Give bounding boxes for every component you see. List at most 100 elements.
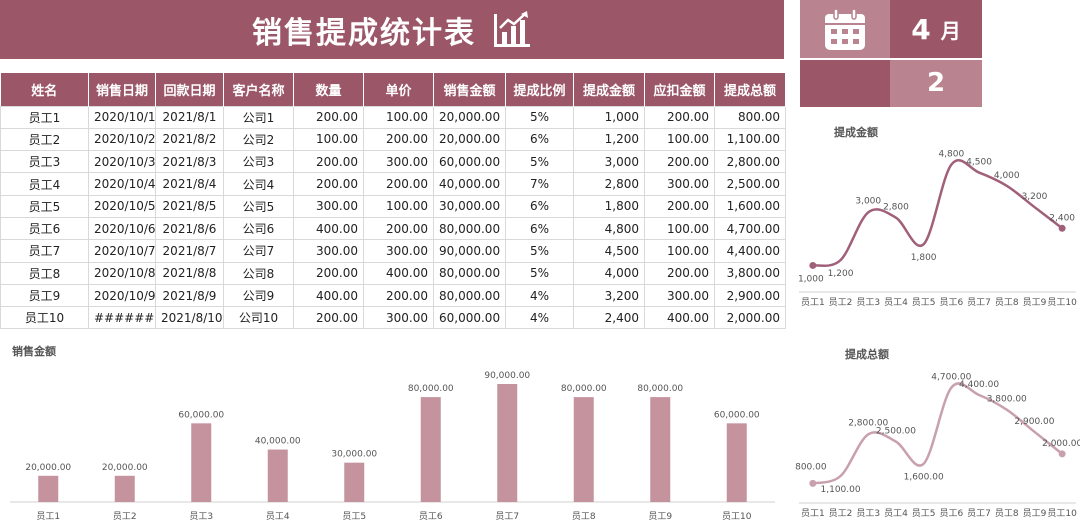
table-cell[interactable]: 2021/8/2	[155, 127, 224, 152]
table-cell[interactable]: 300.00	[363, 306, 434, 330]
column-header[interactable]: 提成总额	[714, 73, 786, 106]
table-cell[interactable]: 200.00	[293, 105, 364, 129]
table-cell[interactable]: 公司6	[223, 216, 294, 241]
table-cell[interactable]: 5%	[505, 105, 574, 129]
table-cell[interactable]: 2021/8/9	[155, 283, 224, 308]
table-cell[interactable]: 200.00	[293, 306, 364, 330]
table-row[interactable]: 员工5 2020/10/5 2021/8/5 公司5 300.00 100.00 30,00…	[0, 194, 786, 218]
table-cell[interactable]: 6%	[505, 194, 574, 218]
table-cell[interactable]: 2,800	[573, 172, 645, 196]
table-cell[interactable]: 员工9	[0, 283, 89, 308]
table-cell[interactable]: 公司7	[223, 239, 294, 263]
table-cell[interactable]: 公司8	[223, 261, 294, 285]
table-cell[interactable]: 200.00	[644, 194, 715, 218]
table-cell[interactable]: 200.00	[363, 172, 434, 196]
table-cell[interactable]: 4,800	[573, 216, 645, 241]
table-cell[interactable]: 20,000.00	[433, 127, 506, 152]
table-cell[interactable]: 20,000.00	[433, 105, 506, 129]
column-header[interactable]: 客户名称	[223, 73, 294, 106]
table-cell[interactable]: 员工8	[0, 261, 89, 285]
table-cell[interactable]: 2,800.00	[714, 150, 786, 174]
table-cell[interactable]: 公司2	[223, 127, 294, 152]
table-cell[interactable]: 6%	[505, 216, 574, 241]
table-cell[interactable]: 100.00	[293, 127, 364, 152]
table-cell[interactable]: 2020/10/1	[88, 105, 156, 129]
table-cell[interactable]: 1,800	[573, 194, 645, 218]
table-row[interactable]: 员工10########2021/8/10公司10200.00300.0060,…	[0, 306, 786, 330]
table-cell[interactable]: 员工6	[0, 216, 89, 241]
table-cell[interactable]: 公司3	[223, 150, 294, 174]
table-cell[interactable]: 200.00	[293, 172, 364, 196]
table-cell[interactable]: 60,000.00	[433, 306, 506, 330]
table-cell[interactable]: 1,600.00	[714, 194, 786, 218]
table-row[interactable]: 员工2 2020/10/2 2021/8/2 公司2 100.00 200.00 20,00…	[0, 127, 786, 152]
table-cell[interactable]: 2021/8/6	[155, 216, 224, 241]
table-cell[interactable]: 公司1	[223, 105, 294, 129]
table-cell[interactable]: 5%	[505, 150, 574, 174]
table-cell[interactable]: 100.00	[644, 239, 715, 263]
table-cell[interactable]: 1,100.00	[714, 127, 786, 152]
table-row[interactable]: 员工8 2020/10/8 2021/8/8 公司8 200.00 400.00 80,00…	[0, 261, 786, 285]
table-cell[interactable]: 公司4	[223, 172, 294, 196]
table-cell[interactable]: 200.00	[644, 105, 715, 129]
table-cell[interactable]: 员工4	[0, 172, 89, 196]
column-header[interactable]: 销售日期	[88, 73, 156, 106]
table-cell[interactable]: 80,000.00	[433, 283, 506, 308]
table-row[interactable]: 员工1 2020/10/1 2021/8/1 公司1 200.00 100.00 20,00…	[0, 105, 786, 129]
table-cell[interactable]: 2021/8/3	[155, 150, 224, 174]
table-cell[interactable]: 200.00	[644, 150, 715, 174]
table-cell[interactable]: 2,400	[573, 306, 645, 330]
table-cell[interactable]: 300.00	[363, 150, 434, 174]
table-cell[interactable]: 2,000.00	[714, 306, 786, 330]
table-cell[interactable]: 4,000	[573, 261, 645, 285]
table-cell[interactable]: 2020/10/9	[88, 283, 156, 308]
table-cell[interactable]: 40,000.00	[433, 172, 506, 196]
table-cell[interactable]: 200.00	[363, 216, 434, 241]
column-header[interactable]: 提成比例	[505, 73, 574, 106]
column-header[interactable]: 单价	[363, 73, 434, 106]
table-cell[interactable]: 300.00	[363, 239, 434, 263]
table-row[interactable]: 员工3 2020/10/3 2021/8/3 公司3 200.00 300.00 60,00…	[0, 150, 786, 174]
table-cell[interactable]: 60,000.00	[433, 150, 506, 174]
table-cell[interactable]: 400.00	[293, 216, 364, 241]
table-cell[interactable]: 2020/10/3	[88, 150, 156, 174]
table-cell[interactable]: 400.00	[293, 283, 364, 308]
table-cell[interactable]: ########	[88, 306, 156, 330]
table-cell[interactable]: 300.00	[644, 172, 715, 196]
table-cell[interactable]: 员工3	[0, 150, 89, 174]
table-cell[interactable]: 3,200	[573, 283, 645, 308]
table-cell[interactable]: 4,700.00	[714, 216, 786, 241]
table-cell[interactable]: 200.00	[363, 283, 434, 308]
table-cell[interactable]: 200.00	[644, 261, 715, 285]
table-cell[interactable]: 100.00	[644, 127, 715, 152]
table-cell[interactable]: 300.00	[644, 283, 715, 308]
table-cell[interactable]: 2021/8/5	[155, 194, 224, 218]
table-cell[interactable]: 2,500.00	[714, 172, 786, 196]
table-cell[interactable]: 90,000.00	[433, 239, 506, 263]
table-cell[interactable]: 4,400.00	[714, 239, 786, 263]
table-cell[interactable]: 200.00	[293, 261, 364, 285]
table-cell[interactable]: 800.00	[714, 105, 786, 129]
table-cell[interactable]: 5%	[505, 261, 574, 285]
table-cell[interactable]: 30,000.00	[433, 194, 506, 218]
table-cell[interactable]: 400.00	[644, 306, 715, 330]
table-row[interactable]: 员工7 2020/10/7 2021/8/7 公司7 300.00 300.00 90,00…	[0, 239, 786, 263]
column-header[interactable]: 数量	[293, 73, 364, 106]
table-cell[interactable]: 2020/10/7	[88, 239, 156, 263]
table-cell[interactable]: 2021/8/8	[155, 261, 224, 285]
table-cell[interactable]: 7%	[505, 172, 574, 196]
table-cell[interactable]: 2021/8/4	[155, 172, 224, 196]
table-row[interactable]: 员工4 2020/10/4 2021/8/4 公司4 200.00 200.00 40,00…	[0, 172, 786, 196]
table-cell[interactable]: 2020/10/5	[88, 194, 156, 218]
table-cell[interactable]: 1,200	[573, 127, 645, 152]
table-cell[interactable]: 公司10	[223, 306, 294, 330]
table-cell[interactable]: 80,000.00	[433, 216, 506, 241]
table-cell[interactable]: 200.00	[363, 127, 434, 152]
table-cell[interactable]: 100.00	[644, 216, 715, 241]
table-cell[interactable]: 6%	[505, 127, 574, 152]
table-cell[interactable]: 2020/10/6	[88, 216, 156, 241]
table-cell[interactable]: 2021/8/1	[155, 105, 224, 129]
table-cell[interactable]: 4%	[505, 306, 574, 330]
table-cell[interactable]: 4%	[505, 283, 574, 308]
table-cell[interactable]: 2021/8/10	[155, 306, 224, 330]
